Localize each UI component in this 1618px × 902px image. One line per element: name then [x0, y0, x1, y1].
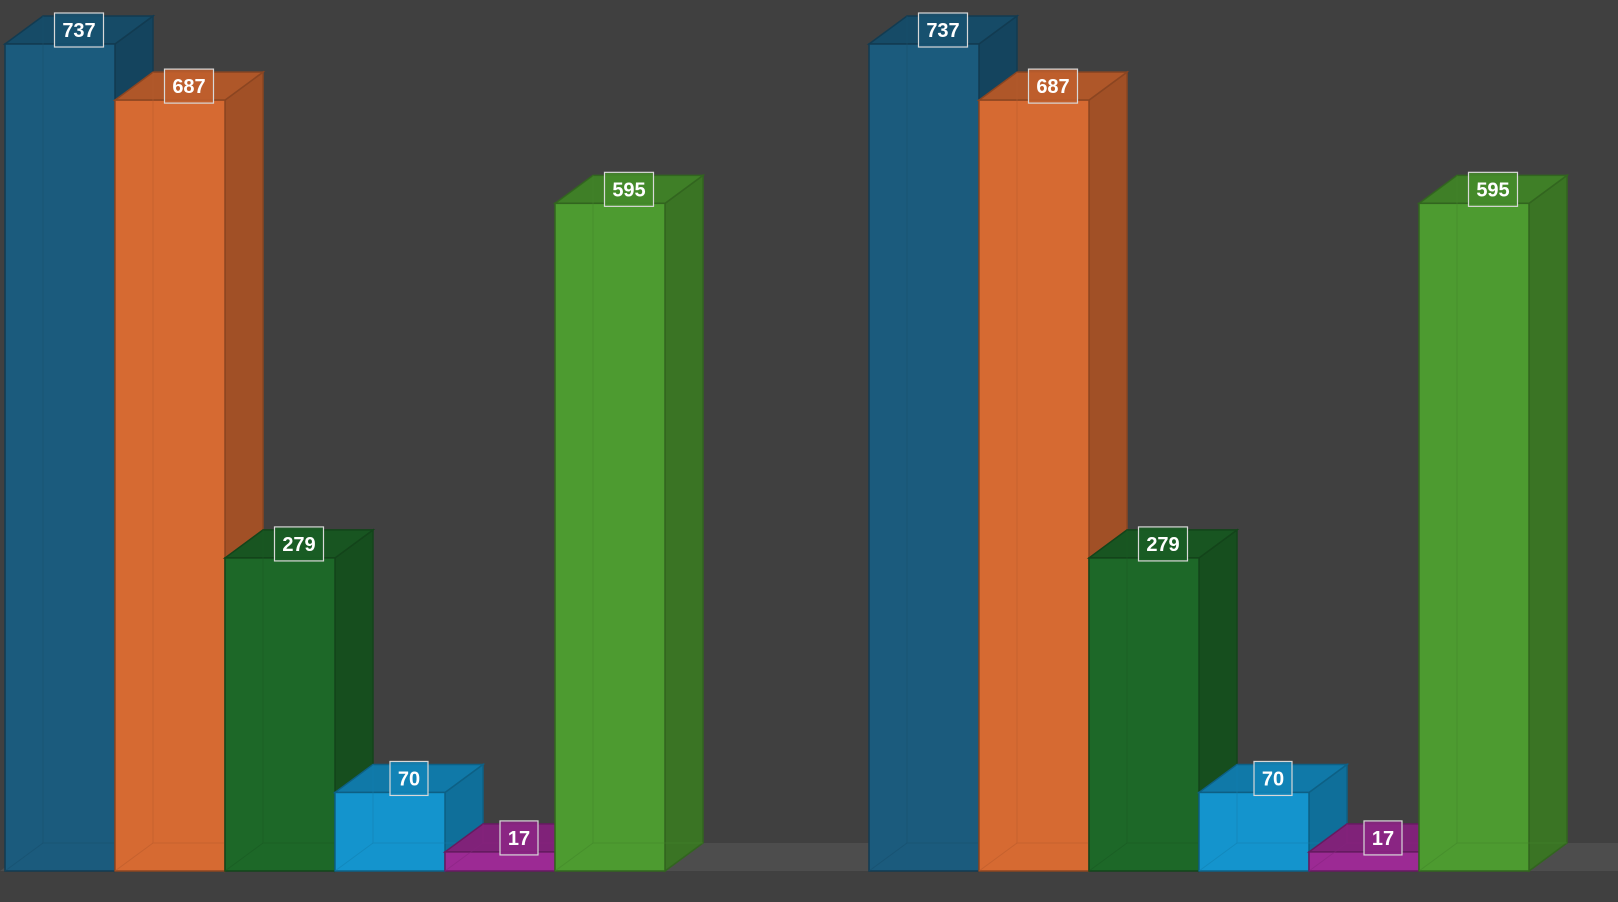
data-label-box: [53, 12, 105, 48]
data-label: 687: [163, 68, 215, 104]
data-label-text: 70: [1262, 768, 1284, 790]
data-label: 595: [603, 171, 655, 207]
data-label: 17: [499, 820, 539, 856]
bar-front-face: [1418, 202, 1530, 872]
data-label-box: [273, 526, 325, 562]
bar-front-face: [114, 99, 226, 872]
bar-depth-edge: [554, 842, 594, 872]
bar-depth-edge: [444, 842, 484, 872]
data-label: 70: [389, 760, 429, 797]
bar-depth-edge: [4, 842, 44, 872]
data-label-text: 17: [508, 828, 530, 850]
data-label: 737: [917, 12, 969, 48]
data-label-text: 595: [612, 179, 645, 201]
bar-front-face: [978, 99, 1090, 872]
data-label-text: 17: [1372, 828, 1394, 850]
data-label: 70: [1253, 760, 1293, 797]
data-label-text: 737: [62, 20, 95, 42]
bar-front-face: [4, 43, 116, 872]
chart-panel-left: 737 687 279 70 17 595: [2, 12, 706, 873]
bar-depth-edge: [1418, 842, 1458, 872]
data-label-box: [499, 820, 539, 856]
bar-depth-edge: [1088, 842, 1128, 872]
data-label: 279: [1137, 526, 1189, 562]
data-label-box: [1137, 526, 1189, 562]
bar-depth-edge: [224, 842, 264, 872]
bar-depth-edge: [114, 842, 154, 872]
data-label: 595: [1467, 171, 1519, 207]
bar-1-6: [552, 173, 706, 873]
data-label-box: [1253, 760, 1293, 797]
data-label-text: 687: [1036, 76, 1069, 98]
data-label-box: [1027, 68, 1079, 104]
bar-depth-edge: [1308, 842, 1348, 872]
data-label-box: [603, 171, 655, 207]
bar-depth-edge: [978, 842, 1018, 872]
bar-front-face: [1088, 557, 1200, 872]
data-label-box: [389, 760, 429, 797]
bar-side-face: [1528, 173, 1568, 873]
data-label-box: [1363, 820, 1403, 856]
data-label-box: [917, 12, 969, 48]
data-label-text: 595: [1476, 179, 1509, 201]
data-label: 17: [1363, 820, 1403, 856]
data-label-box: [1467, 171, 1519, 207]
bar-depth-edge: [334, 842, 374, 872]
data-label: 687: [1027, 68, 1079, 104]
data-label-box: [163, 68, 215, 104]
data-label-text: 737: [926, 20, 959, 42]
bar-front-face: [554, 202, 666, 872]
data-label-text: 279: [1146, 534, 1179, 556]
bar-front-face: [1198, 791, 1310, 872]
data-label-text: 687: [172, 76, 205, 98]
bar-front-face: [868, 43, 980, 872]
bar-depth-edge: [1198, 842, 1238, 872]
bar-1-4: [332, 762, 486, 873]
bar-2-6: [1416, 173, 1570, 873]
chart-panel-right: 737 687 279 70 17 595: [866, 12, 1570, 873]
data-label-text: 279: [282, 534, 315, 556]
bar-front-face: [224, 557, 336, 872]
data-label: 279: [273, 526, 325, 562]
data-label: 737: [53, 12, 105, 48]
data-label-text: 70: [398, 768, 420, 790]
bar-depth-edge: [868, 842, 908, 872]
bar-side-face: [664, 173, 704, 873]
